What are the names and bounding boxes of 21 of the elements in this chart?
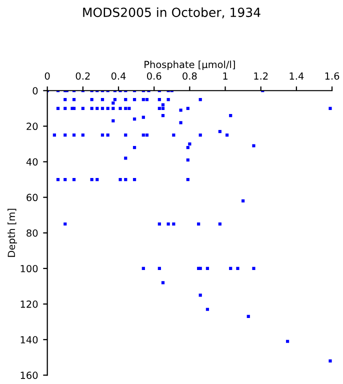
x-tick-label: 0.2 <box>76 72 90 80</box>
y-tick-label: 120 <box>20 300 38 308</box>
y-tick-label: 140 <box>20 336 38 344</box>
y-tick-label: 0 <box>32 87 38 94</box>
x-tick-label: 0.8 <box>182 72 197 80</box>
x-tick-label: 0 <box>44 72 50 80</box>
chart-title: MODS2005 in October, 1934 <box>83 7 260 18</box>
x-tick-label: 1 <box>223 72 228 80</box>
y-tick-label: 40 <box>26 158 38 166</box>
y-axis-title: Depth [m] <box>8 208 17 257</box>
x-tick-label: 1.6 <box>325 72 340 80</box>
y-tick-label: 60 <box>26 194 38 202</box>
x-tick-label: 0.4 <box>111 72 126 80</box>
y-tick-label: 100 <box>20 264 38 272</box>
x-tick-label: 1.4 <box>290 72 304 80</box>
x-tick-label: 1.2 <box>254 72 268 80</box>
x-axis-title: Phosphate [µmol/l] <box>144 60 235 70</box>
y-tick-label: 160 <box>20 372 38 379</box>
y-tick-label: 20 <box>26 122 38 130</box>
y-tick-label: 80 <box>26 229 38 237</box>
x-tick-label: 0.6 <box>147 72 162 80</box>
